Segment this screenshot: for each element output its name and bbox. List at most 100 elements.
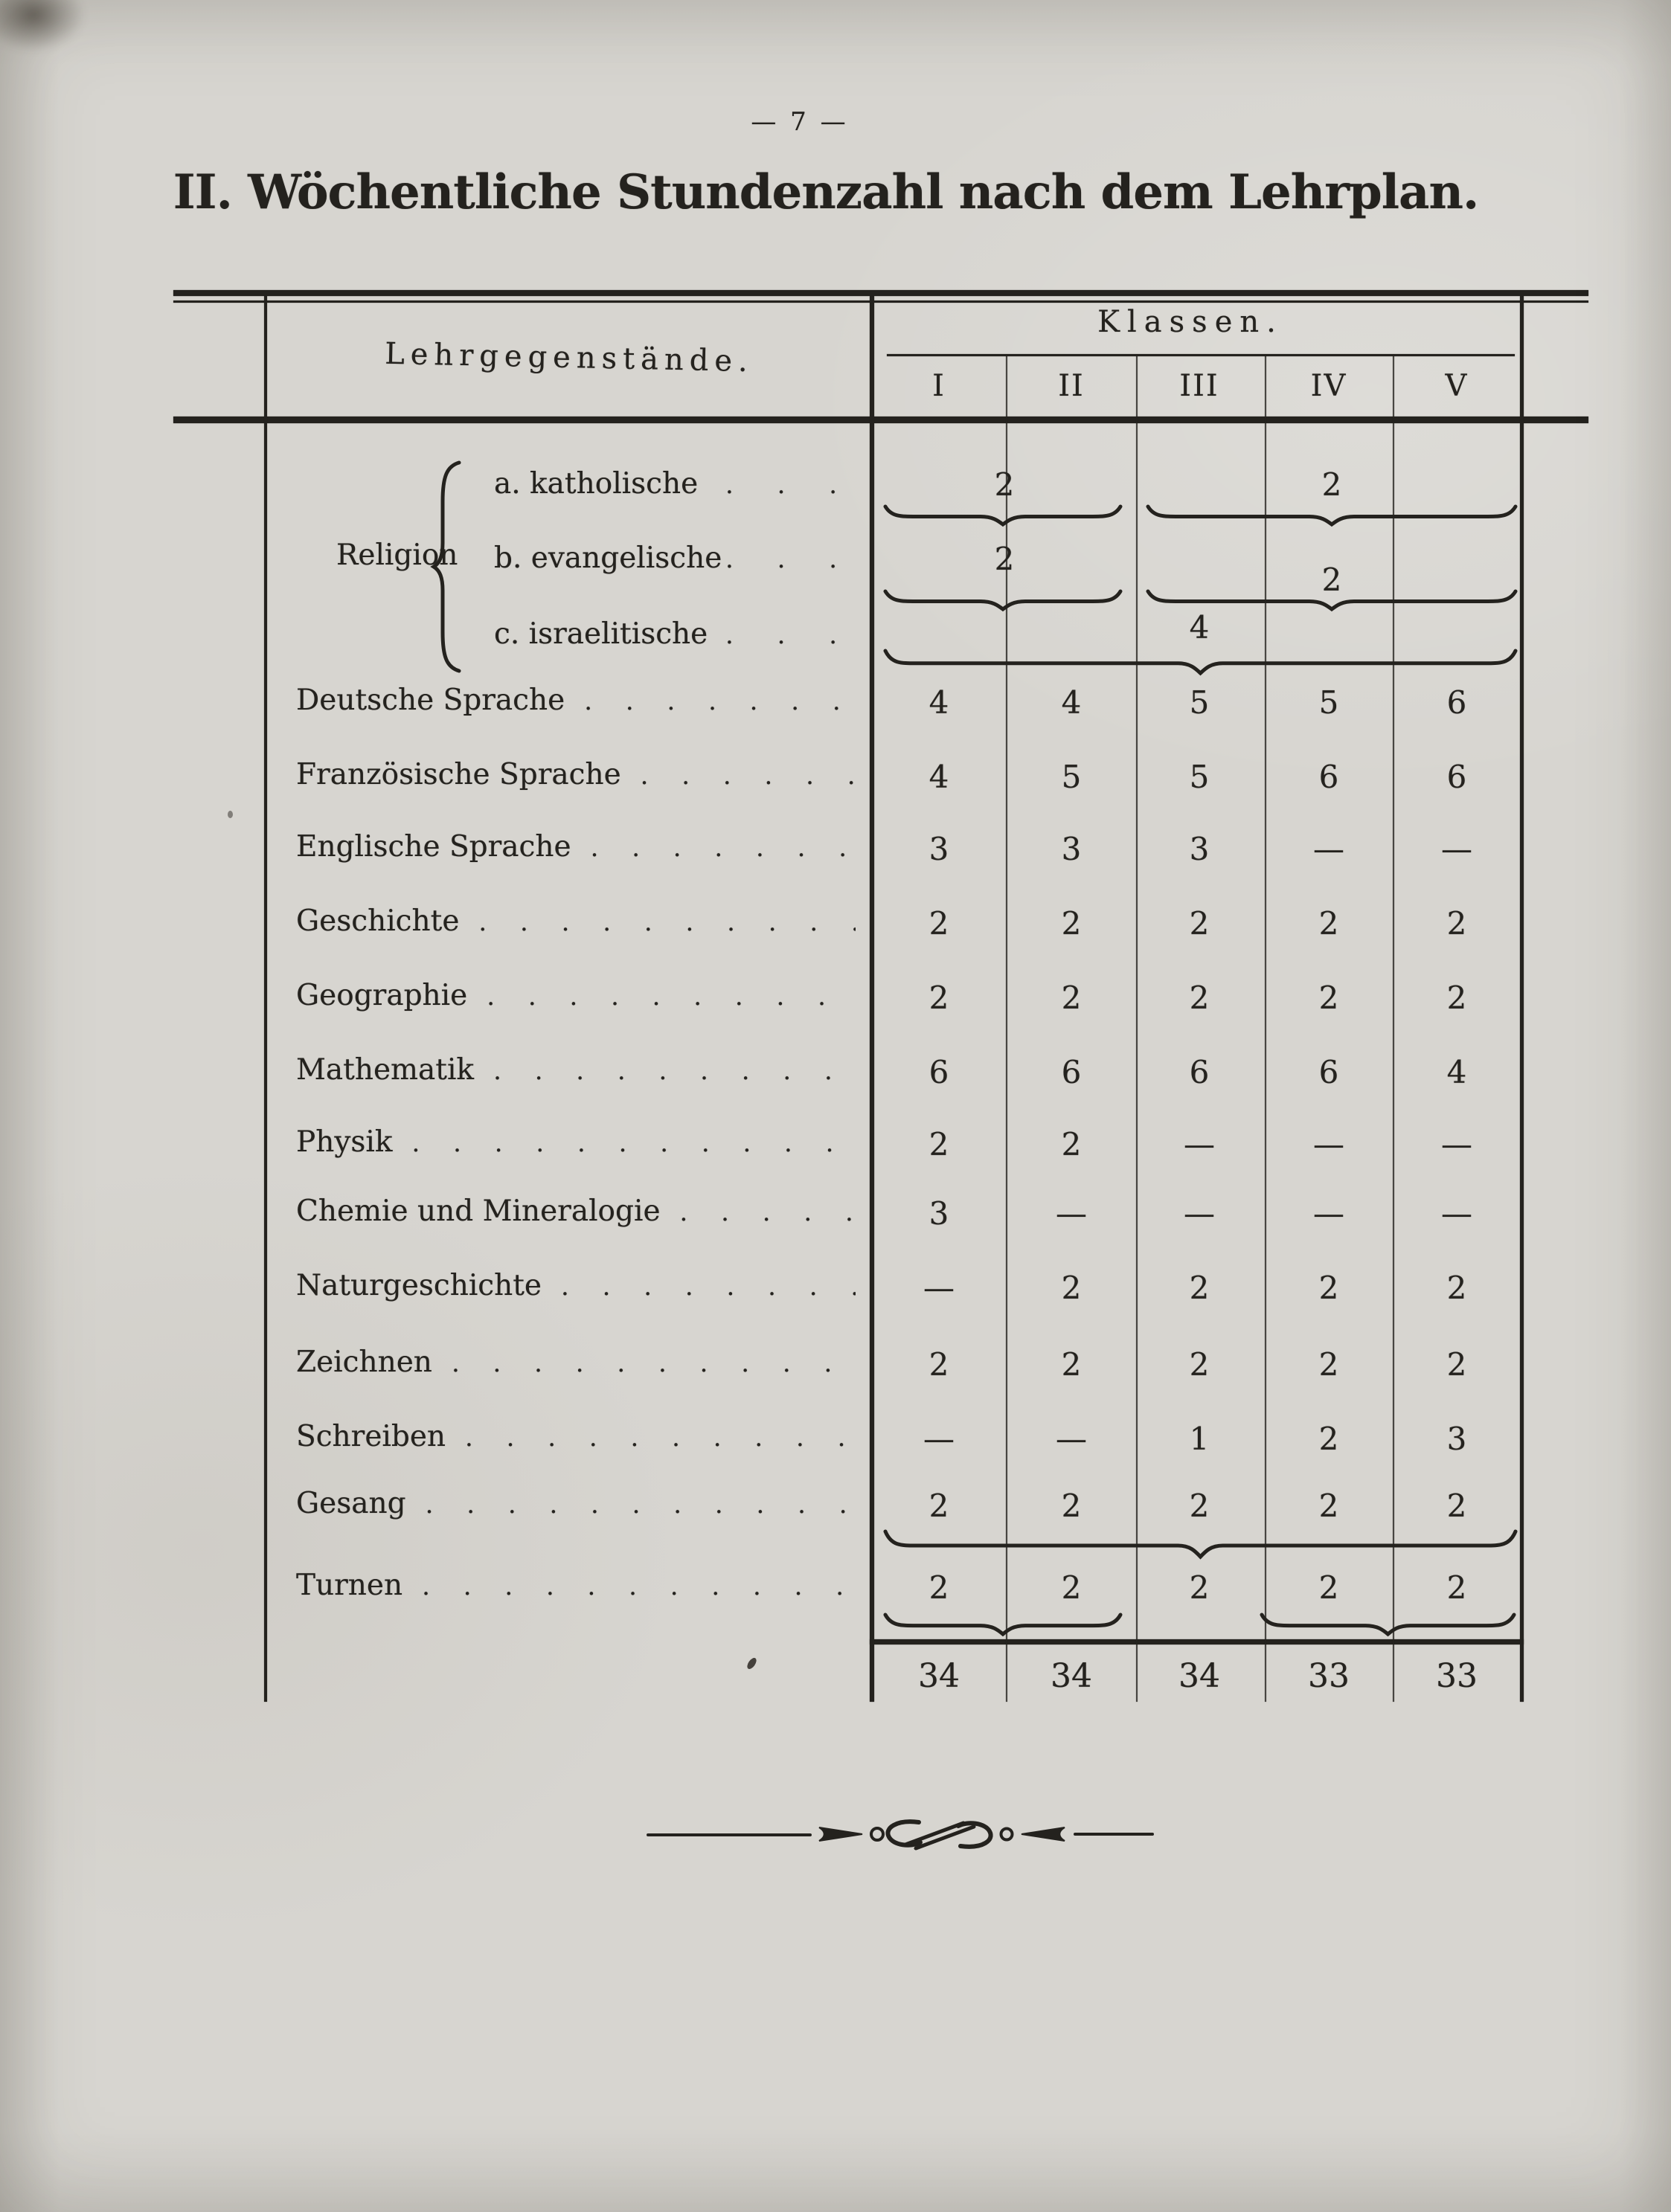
classes-sub-rule xyxy=(887,354,1515,356)
leader-dots: . . . . . . . . . . . . . . . . . . . . … xyxy=(725,544,856,574)
underbrace-icon xyxy=(883,504,1123,527)
cell-value: 4 xyxy=(1061,684,1082,721)
total-value: 33 xyxy=(1308,1657,1350,1695)
cell-value: 5 xyxy=(1189,684,1210,721)
subject-row-label: Deutsche Sprache xyxy=(296,684,565,717)
cell-value: 6 xyxy=(1061,1054,1082,1090)
class-column-header: I xyxy=(932,369,946,403)
leader-dots: . . . . . . . . . . . . . . . . . . . . … xyxy=(487,982,856,1012)
cell-value: 2 xyxy=(1446,1569,1467,1606)
subject-row-label: Naturgeschichte xyxy=(296,1269,542,1302)
column-separator xyxy=(1265,356,1266,1702)
leader-dots: . . . . . . . . . . . . . . . . . . . . … xyxy=(411,1128,856,1158)
leader-dots: . . . . . . . . . . . . . . . . . . . . … xyxy=(451,1348,856,1378)
leader-dots: . . . . . . . . . . . . . . . . . . . . … xyxy=(725,470,856,500)
class-column-header: IV xyxy=(1310,369,1347,403)
cell-value: 2 xyxy=(1318,1346,1339,1383)
cell-value: — xyxy=(1056,1421,1087,1457)
subject-row: Deutsche Sprache . . . . . . . . . . . . … xyxy=(296,684,856,717)
leader-dots: . . . . . . . . . . . . . . . . . . . . … xyxy=(590,833,856,863)
religion-cell-value: 2 xyxy=(994,466,1015,503)
religion-cell-value: 4 xyxy=(1189,609,1210,646)
cell-value: 2 xyxy=(1318,1488,1339,1524)
cell-value: 4 xyxy=(1446,1054,1467,1090)
leader-dots: . . . . . . . . . . . . . . . . . . . . … xyxy=(640,761,856,791)
subject-row: Französische Sprache . . . . . . . . . . … xyxy=(296,758,856,791)
underbrace-icon xyxy=(883,649,1518,676)
subject-row: Englische Sprache . . . . . . . . . . . .… xyxy=(296,830,856,864)
cell-value: 4 xyxy=(928,684,949,721)
classes-group-header: Klassen. xyxy=(1097,305,1283,339)
leader-dots: . . . . . . . . . . . . . . . . . . . . … xyxy=(478,907,856,937)
table-right-border xyxy=(1520,296,1524,1702)
cell-value: 3 xyxy=(1446,1421,1467,1457)
subject-row: Physik . . . . . . . . . . . . . . . . . … xyxy=(296,1125,856,1159)
religion-row-label: a. katholische xyxy=(494,467,699,501)
cell-value: — xyxy=(923,1421,955,1457)
underbrace-icon xyxy=(883,1529,1518,1560)
subject-row-label: Schreiben xyxy=(296,1420,446,1453)
column-separator xyxy=(1136,356,1138,1702)
cell-value: 2 xyxy=(1061,1569,1082,1606)
cell-value: 1 xyxy=(1189,1421,1210,1457)
leader-dots: . . . . . . . . . . . . . . . . . . . . … xyxy=(422,1572,856,1601)
underbrace-icon xyxy=(883,1613,1123,1637)
cell-value: 2 xyxy=(1189,1270,1210,1306)
subject-row-label: Gesang xyxy=(296,1487,406,1520)
cell-value: — xyxy=(1441,1195,1472,1232)
cell-value: 3 xyxy=(1189,831,1210,867)
title-double-rule-thin xyxy=(173,300,1588,303)
subject-row-label: Englische Sprache xyxy=(296,830,571,864)
subject-row-label: Mathematik xyxy=(296,1053,475,1087)
class-column-header: III xyxy=(1179,369,1219,403)
religion-row: a. katholische . . . . . . . . . . . . . … xyxy=(494,467,856,501)
subject-row: Gesang . . . . . . . . . . . . . . . . . … xyxy=(296,1487,856,1520)
cell-value: — xyxy=(1313,1126,1344,1163)
cell-value: 2 xyxy=(1446,905,1467,942)
ink-speck xyxy=(228,811,233,818)
subject-row: Zeichnen . . . . . . . . . . . . . . . . … xyxy=(296,1345,856,1379)
cell-value: 2 xyxy=(1446,1346,1467,1383)
cell-value: 2 xyxy=(1318,1270,1339,1306)
cell-value: — xyxy=(1441,831,1472,867)
cell-value: 2 xyxy=(928,1126,949,1163)
cell-value: — xyxy=(1184,1195,1215,1232)
leader-dots: . . . . . . . . . . . . . . . . . . . . … xyxy=(561,1272,856,1302)
column-separator xyxy=(1006,356,1007,1702)
cell-value: 2 xyxy=(1318,1569,1339,1606)
cell-value: 2 xyxy=(1189,1569,1210,1606)
cell-value: 2 xyxy=(928,905,949,942)
subject-row: Turnen . . . . . . . . . . . . . . . . . … xyxy=(296,1569,856,1602)
cell-value: 6 xyxy=(1446,759,1467,795)
cell-value: 2 xyxy=(1061,1270,1082,1306)
page-number: — 7 — xyxy=(751,107,849,137)
cell-value: 2 xyxy=(1189,1346,1210,1383)
cell-value: 3 xyxy=(928,831,949,867)
religion-cell-value: 2 xyxy=(1321,562,1342,598)
subject-row: Chemie und Mineralogie . . . . . . . . . … xyxy=(296,1195,856,1228)
cell-value: 3 xyxy=(928,1195,949,1232)
class-column-header: II xyxy=(1058,369,1085,403)
cell-value: — xyxy=(1313,831,1344,867)
table-left-border xyxy=(264,296,267,1702)
cell-value: — xyxy=(1056,1195,1087,1232)
leader-dots: . . . . . . . . . . . . . . . . . . . . … xyxy=(584,687,856,716)
cell-value: 6 xyxy=(1189,1054,1210,1090)
religion-brace-icon xyxy=(430,460,461,673)
page-title: II. Wöchentliche Stundenzahl nach dem Le… xyxy=(173,164,1480,220)
total-value: 34 xyxy=(1051,1657,1092,1695)
leader-dots: . . . . . . . . . . . . . . . . . . . . … xyxy=(465,1423,856,1453)
cell-value: 2 xyxy=(1061,1126,1082,1163)
subject-row-label: Geschichte xyxy=(296,904,460,938)
leader-dots: . . . . . . . . . . . . . . . . . . . . … xyxy=(493,1056,856,1086)
religion-row: b. evangelische. . . . . . . . . . . . .… xyxy=(494,541,856,575)
subject-row: Geschichte . . . . . . . . . . . . . . . … xyxy=(296,904,856,938)
paper-stain xyxy=(0,0,86,52)
leader-dots: . . . . . . . . . . . . . . . . . . . . … xyxy=(425,1490,856,1520)
cell-value: 2 xyxy=(1446,1270,1467,1306)
cell-value: 2 xyxy=(1318,1421,1339,1457)
cell-value: 6 xyxy=(1318,759,1339,795)
religion-row-label: c. israelitische xyxy=(494,617,708,651)
subject-row-label: Geographie xyxy=(296,979,468,1012)
